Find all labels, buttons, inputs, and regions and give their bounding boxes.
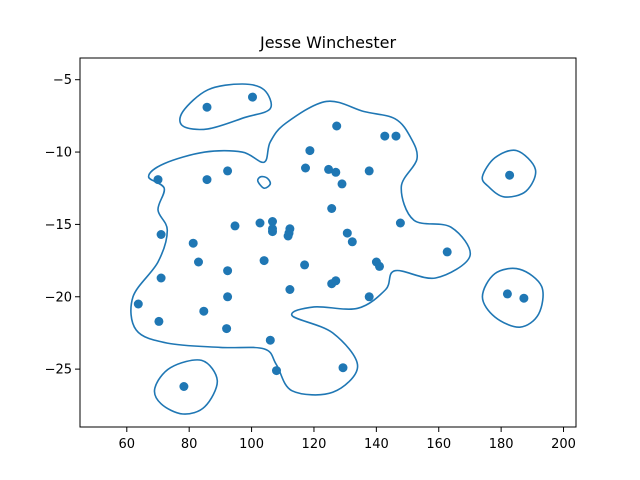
contour-0: [130, 100, 472, 396]
y-tick-label: −10: [45, 146, 72, 161]
data-point-29: [442, 247, 452, 257]
data-point-43: [519, 293, 529, 303]
data-point-0: [202, 102, 212, 112]
data-point-35: [223, 266, 233, 276]
scatter-points: [133, 92, 529, 391]
data-point-4: [391, 131, 401, 141]
x-tick-label: 160: [426, 437, 451, 452]
contour-5: [153, 359, 219, 415]
data-point-20: [268, 227, 277, 237]
data-point-3: [380, 131, 390, 141]
contour-3: [481, 149, 537, 198]
data-point-36: [156, 273, 166, 283]
chart-title: Jesse Winchester: [259, 33, 396, 52]
data-point-46: [154, 316, 164, 326]
data-point-45: [199, 306, 209, 316]
data-point-12: [202, 175, 212, 185]
data-point-31: [259, 256, 269, 266]
data-point-7: [324, 164, 334, 174]
data-point-34: [375, 261, 384, 271]
data-point-2: [332, 121, 342, 131]
data-point-16: [395, 218, 405, 228]
x-tick-label: 60: [119, 437, 136, 452]
data-point-27: [347, 237, 357, 247]
data-point-8: [331, 167, 341, 177]
x-tick-label: 80: [181, 437, 198, 452]
y-tick-label: −15: [45, 218, 72, 233]
data-point-1: [248, 92, 257, 102]
data-point-41: [364, 292, 374, 302]
data-point-40: [223, 292, 233, 302]
data-point-50: [338, 363, 348, 373]
data-point-18: [268, 217, 277, 226]
x-tick-label: 180: [489, 437, 514, 452]
data-point-17: [255, 218, 265, 228]
contour-2: [256, 175, 272, 190]
data-point-28: [188, 238, 198, 248]
data-point-9: [337, 179, 347, 189]
data-point-23: [283, 231, 293, 241]
data-point-24: [230, 221, 240, 231]
data-point-39: [285, 285, 295, 294]
x-axis: 60 80 100 120 140 160 180 200: [119, 427, 576, 452]
data-point-38: [327, 279, 337, 289]
data-point-13: [153, 175, 163, 185]
y-tick-label: −20: [45, 290, 72, 305]
data-point-25: [156, 230, 166, 239]
y-tick-label: −5: [53, 73, 72, 88]
contour-4: [481, 267, 544, 329]
data-point-51: [179, 382, 189, 391]
x-tick-label: 200: [551, 437, 576, 452]
y-axis: −5 −10 −15 −20 −25: [45, 73, 80, 378]
data-point-10: [364, 166, 374, 176]
x-tick-label: 140: [364, 437, 389, 452]
contour-1: [179, 83, 273, 131]
data-point-5: [305, 146, 315, 156]
x-tick-label: 100: [239, 437, 264, 452]
plot-frame: [79, 57, 577, 428]
data-point-11: [223, 166, 233, 176]
data-point-49: [272, 366, 281, 376]
data-point-26: [342, 228, 352, 238]
data-point-42: [502, 289, 512, 299]
y-tick-label: −25: [45, 363, 72, 378]
data-point-47: [222, 324, 232, 334]
data-point-30: [194, 257, 203, 267]
data-point-14: [505, 170, 515, 180]
data-point-32: [300, 260, 310, 270]
data-point-6: [301, 163, 310, 173]
density-contours: [130, 83, 544, 415]
data-point-15: [327, 204, 337, 213]
x-tick-label: 120: [302, 437, 327, 452]
data-point-44: [133, 299, 143, 309]
data-point-48: [265, 335, 275, 345]
